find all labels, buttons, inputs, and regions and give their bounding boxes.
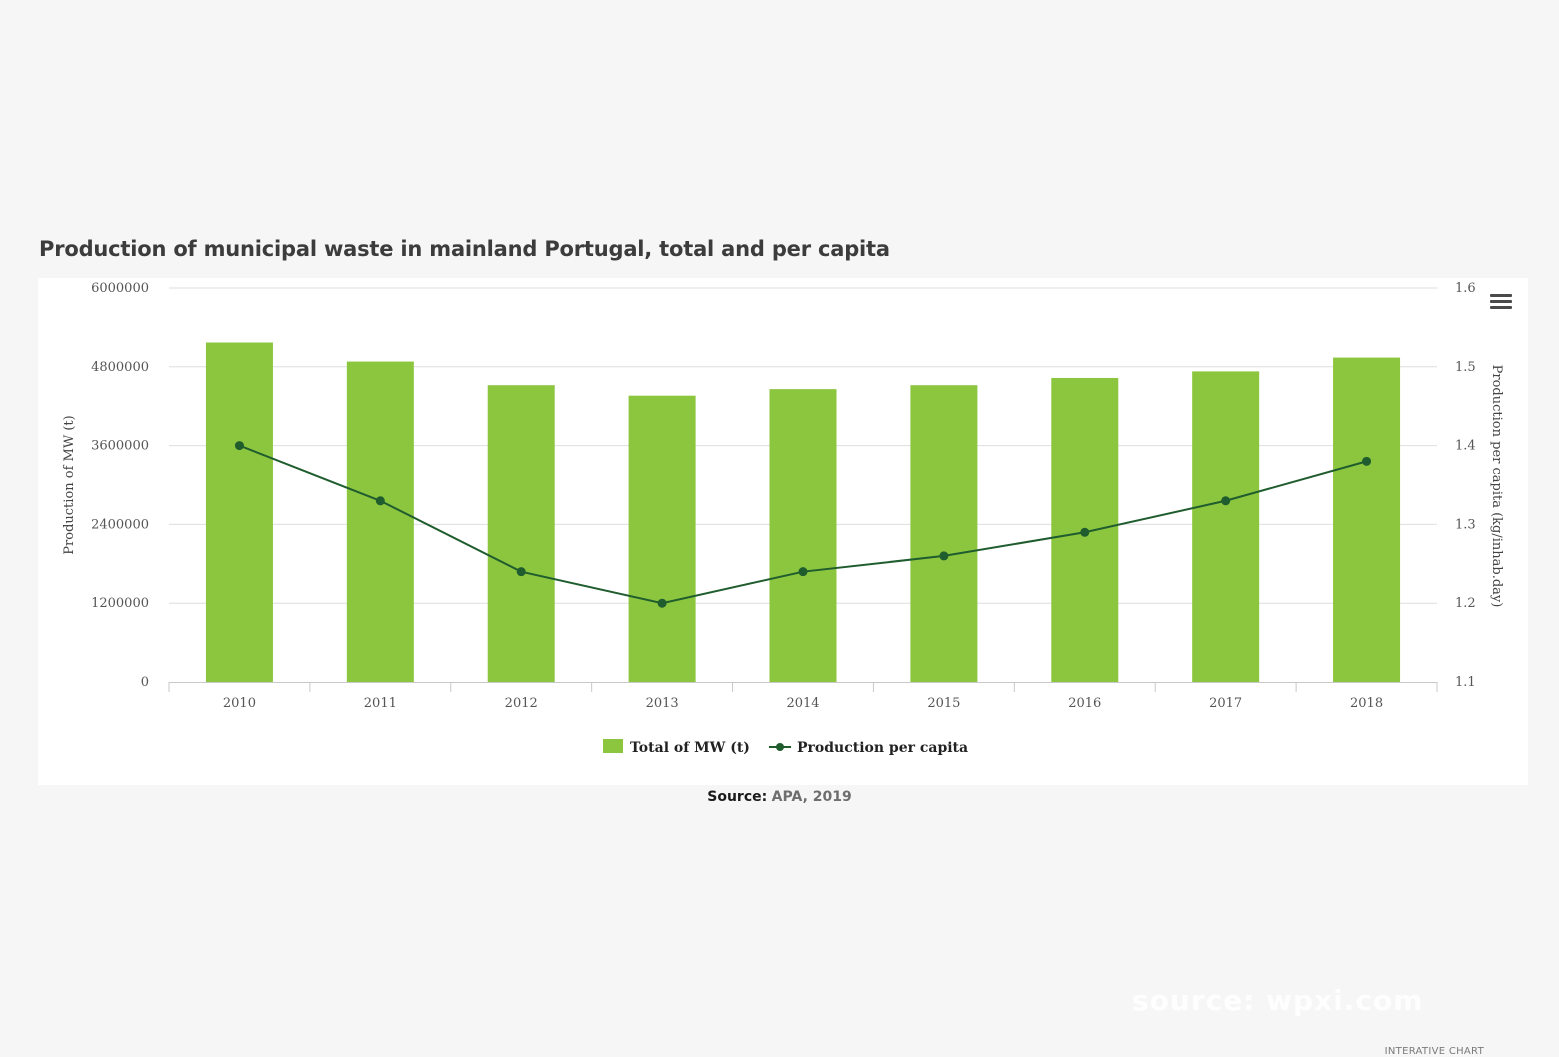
y-left-tick-label: 4800000 xyxy=(91,360,149,375)
bar xyxy=(1192,371,1260,682)
x-tick-label: 2011 xyxy=(364,696,397,711)
y-left-tick-label: 2400000 xyxy=(91,517,149,532)
y-right-tick-label: 1.3 xyxy=(1455,517,1476,532)
per-capita-point xyxy=(1362,456,1372,466)
legend-line-marker xyxy=(776,743,784,751)
chart-title: Production of municipal waste in mainlan… xyxy=(39,237,890,261)
per-capita-point xyxy=(516,567,526,577)
x-tick-label: 2015 xyxy=(927,696,960,711)
per-capita-point xyxy=(657,598,667,608)
x-tick-label: 2017 xyxy=(1209,696,1242,711)
y-left-tick-label: 3600000 xyxy=(91,439,149,454)
x-tick-label: 2012 xyxy=(505,696,538,711)
y-right-axis-title: Production per capita (kg/inhab.day) xyxy=(1489,365,1504,608)
x-tick-label: 2018 xyxy=(1350,696,1383,711)
per-capita-point xyxy=(939,551,949,561)
chart-panel: 0 1200000 2400000 3600000 4800000 6000000 1.1 1… xyxy=(38,278,1528,1057)
y-left-tick-label: 0 xyxy=(141,675,149,690)
bar xyxy=(205,342,273,682)
per-capita-point xyxy=(1221,496,1231,506)
per-capita-point xyxy=(375,496,385,506)
y-right-tick-label: 1.6 xyxy=(1455,281,1476,296)
y-left-tick-label: 1200000 xyxy=(91,596,149,611)
hamburger-menu-icon[interactable] xyxy=(1490,294,1512,312)
y-right-tick-label: 1.1 xyxy=(1455,675,1476,690)
per-capita-point xyxy=(1080,527,1090,537)
watermark: source: wpxi.com xyxy=(1132,984,1424,1017)
y-right-tick-label: 1.4 xyxy=(1455,439,1476,454)
per-capita-point xyxy=(234,441,244,451)
per-capita-point xyxy=(798,567,808,577)
source-line: Source: APA, 2019 xyxy=(0,789,1559,805)
bar xyxy=(1333,357,1401,682)
chart-canvas: 0 1200000 2400000 3600000 4800000 6000000 1.1 1… xyxy=(62,281,1504,756)
legend-line-label: Production per capita xyxy=(797,740,968,756)
x-tick-label: 2016 xyxy=(1068,696,1101,711)
legend-bar-swatch xyxy=(603,739,623,753)
x-tick-label: 2013 xyxy=(646,696,679,711)
bar xyxy=(769,389,837,682)
bar xyxy=(346,361,414,682)
y-right-tick-label: 1.5 xyxy=(1455,360,1476,375)
source-value: APA, 2019 xyxy=(771,789,852,805)
y-left-axis-title: Production of MW (t) xyxy=(62,415,77,554)
legend-bar-label: Total of MW (t) xyxy=(630,740,750,756)
bar xyxy=(487,385,555,682)
source-label: Source: xyxy=(707,789,768,805)
x-tick-label: 2010 xyxy=(223,696,256,711)
chart-credit[interactable]: INTERATIVE CHART xyxy=(1384,1046,1484,1057)
x-tick-label: 2014 xyxy=(786,696,819,711)
y-left-tick-label: 6000000 xyxy=(91,281,149,296)
bar xyxy=(628,395,696,682)
bar xyxy=(910,385,978,682)
y-right-tick-label: 1.2 xyxy=(1455,596,1476,611)
